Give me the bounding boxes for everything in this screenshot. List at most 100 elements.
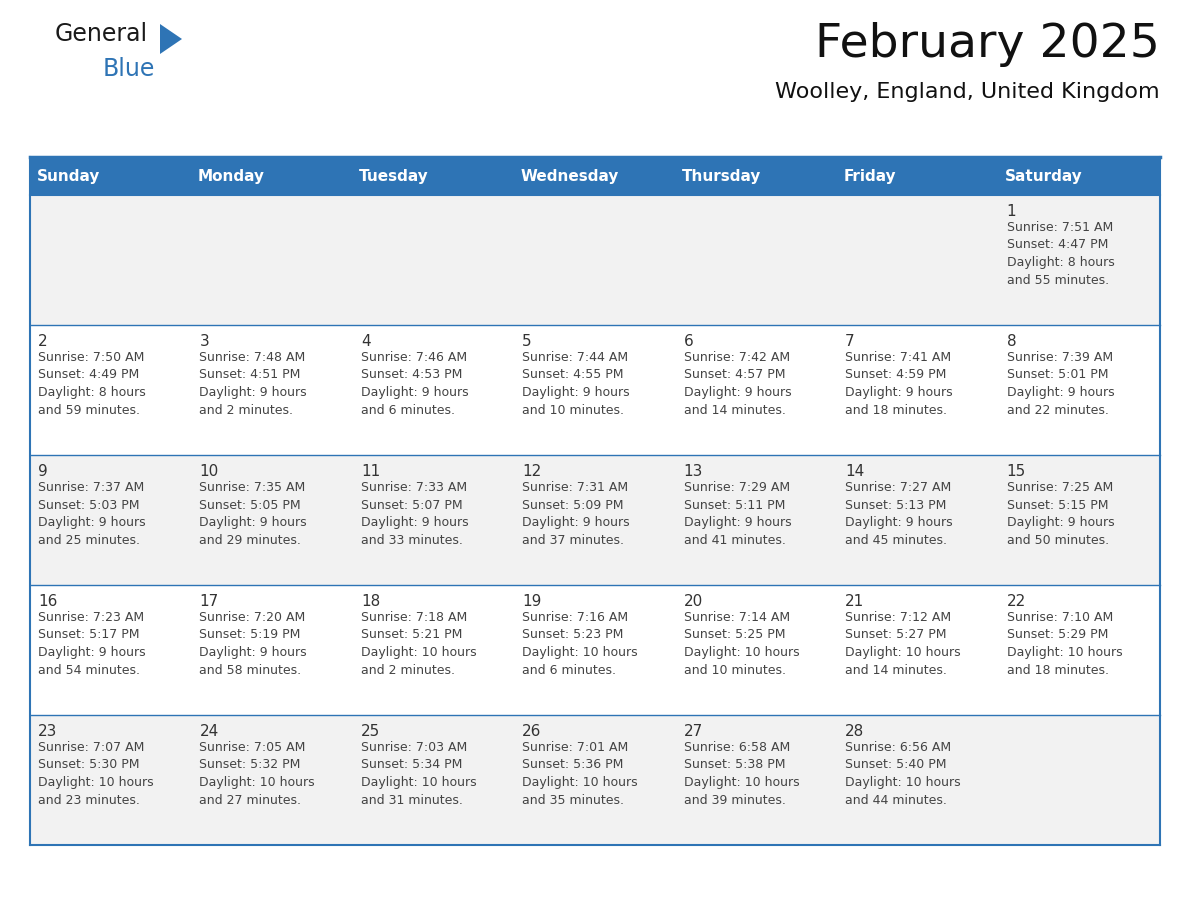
Text: Sunrise: 7:25 AM: Sunrise: 7:25 AM	[1006, 481, 1113, 494]
Text: Daylight: 9 hours: Daylight: 9 hours	[38, 646, 146, 659]
Bar	[30, 157, 1159, 195]
Text: 27: 27	[684, 724, 703, 739]
Bar	[30, 325, 1159, 455]
Text: Daylight: 10 hours: Daylight: 10 hours	[361, 776, 476, 789]
Text: and 2 minutes.: and 2 minutes.	[200, 404, 293, 417]
Text: 12: 12	[523, 464, 542, 479]
Text: Sunset: 5:29 PM: Sunset: 5:29 PM	[1006, 629, 1108, 642]
Text: and 45 minutes.: and 45 minutes.	[845, 533, 947, 546]
Text: Sunset: 5:23 PM: Sunset: 5:23 PM	[523, 629, 624, 642]
Text: and 14 minutes.: and 14 minutes.	[684, 404, 785, 417]
Text: Sunrise: 7:39 AM: Sunrise: 7:39 AM	[1006, 351, 1113, 364]
Text: Daylight: 10 hours: Daylight: 10 hours	[684, 646, 800, 659]
Text: Sunrise: 7:51 AM: Sunrise: 7:51 AM	[1006, 221, 1113, 234]
Text: Daylight: 9 hours: Daylight: 9 hours	[684, 386, 791, 399]
Bar	[30, 715, 1159, 845]
Text: and 59 minutes.: and 59 minutes.	[38, 404, 140, 417]
Text: Daylight: 10 hours: Daylight: 10 hours	[523, 776, 638, 789]
Text: Daylight: 9 hours: Daylight: 9 hours	[523, 516, 630, 529]
Text: 2: 2	[38, 334, 48, 349]
Text: Daylight: 10 hours: Daylight: 10 hours	[38, 776, 153, 789]
Text: 4: 4	[361, 334, 371, 349]
Bar	[30, 195, 1159, 325]
Text: and 44 minutes.: and 44 minutes.	[845, 793, 947, 807]
Text: Sunset: 5:32 PM: Sunset: 5:32 PM	[200, 758, 301, 771]
Text: Daylight: 9 hours: Daylight: 9 hours	[361, 516, 468, 529]
Text: Tuesday: Tuesday	[359, 169, 429, 184]
Text: Sunset: 5:17 PM: Sunset: 5:17 PM	[38, 629, 139, 642]
Text: Sunset: 4:55 PM: Sunset: 4:55 PM	[523, 368, 624, 382]
Text: Sunrise: 7:35 AM: Sunrise: 7:35 AM	[200, 481, 305, 494]
Text: Sunset: 5:40 PM: Sunset: 5:40 PM	[845, 758, 947, 771]
Text: and 31 minutes.: and 31 minutes.	[361, 793, 463, 807]
Text: 20: 20	[684, 594, 703, 609]
Text: Sunset: 5:01 PM: Sunset: 5:01 PM	[1006, 368, 1108, 382]
Text: Daylight: 10 hours: Daylight: 10 hours	[200, 776, 315, 789]
Text: Daylight: 8 hours: Daylight: 8 hours	[38, 386, 146, 399]
Text: and 50 minutes.: and 50 minutes.	[1006, 533, 1108, 546]
Text: Daylight: 10 hours: Daylight: 10 hours	[523, 646, 638, 659]
Text: and 23 minutes.: and 23 minutes.	[38, 793, 140, 807]
Text: Daylight: 9 hours: Daylight: 9 hours	[200, 386, 308, 399]
Text: General: General	[55, 22, 148, 46]
Text: 21: 21	[845, 594, 865, 609]
Text: Daylight: 10 hours: Daylight: 10 hours	[361, 646, 476, 659]
Text: and 33 minutes.: and 33 minutes.	[361, 533, 463, 546]
Text: Woolley, England, United Kingdom: Woolley, England, United Kingdom	[776, 82, 1159, 102]
Text: and 22 minutes.: and 22 minutes.	[1006, 404, 1108, 417]
Text: Sunrise: 7:42 AM: Sunrise: 7:42 AM	[684, 351, 790, 364]
Text: and 55 minutes.: and 55 minutes.	[1006, 274, 1108, 286]
Text: and 54 minutes.: and 54 minutes.	[38, 664, 140, 677]
Text: Daylight: 10 hours: Daylight: 10 hours	[845, 646, 961, 659]
Text: Sunrise: 7:10 AM: Sunrise: 7:10 AM	[1006, 611, 1113, 624]
Text: Daylight: 9 hours: Daylight: 9 hours	[523, 386, 630, 399]
Text: 26: 26	[523, 724, 542, 739]
Text: and 58 minutes.: and 58 minutes.	[200, 664, 302, 677]
Text: Daylight: 9 hours: Daylight: 9 hours	[361, 386, 468, 399]
Text: Sunset: 5:09 PM: Sunset: 5:09 PM	[523, 498, 624, 511]
Text: and 37 minutes.: and 37 minutes.	[523, 533, 625, 546]
Text: Sunrise: 7:23 AM: Sunrise: 7:23 AM	[38, 611, 144, 624]
Text: Daylight: 9 hours: Daylight: 9 hours	[200, 516, 308, 529]
Text: 1: 1	[1006, 204, 1016, 219]
Text: Sunday: Sunday	[37, 169, 100, 184]
Text: Daylight: 9 hours: Daylight: 9 hours	[845, 516, 953, 529]
Text: Sunset: 5:03 PM: Sunset: 5:03 PM	[38, 498, 139, 511]
Text: Sunset: 5:30 PM: Sunset: 5:30 PM	[38, 758, 139, 771]
Text: February 2025: February 2025	[815, 22, 1159, 67]
Text: 15: 15	[1006, 464, 1026, 479]
Text: 7: 7	[845, 334, 855, 349]
Text: Sunrise: 7:01 AM: Sunrise: 7:01 AM	[523, 741, 628, 754]
Text: Sunrise: 7:16 AM: Sunrise: 7:16 AM	[523, 611, 628, 624]
Text: 24: 24	[200, 724, 219, 739]
Text: Sunrise: 7:03 AM: Sunrise: 7:03 AM	[361, 741, 467, 754]
Text: Sunset: 5:25 PM: Sunset: 5:25 PM	[684, 629, 785, 642]
Text: Sunset: 4:49 PM: Sunset: 4:49 PM	[38, 368, 139, 382]
Text: Daylight: 9 hours: Daylight: 9 hours	[200, 646, 308, 659]
Polygon shape	[160, 24, 182, 54]
Text: Sunrise: 7:07 AM: Sunrise: 7:07 AM	[38, 741, 145, 754]
Text: and 35 minutes.: and 35 minutes.	[523, 793, 625, 807]
Text: 22: 22	[1006, 594, 1026, 609]
Text: Thursday: Thursday	[682, 169, 762, 184]
Text: 11: 11	[361, 464, 380, 479]
Text: Daylight: 9 hours: Daylight: 9 hours	[1006, 516, 1114, 529]
Text: and 6 minutes.: and 6 minutes.	[361, 404, 455, 417]
Text: and 2 minutes.: and 2 minutes.	[361, 664, 455, 677]
Text: Daylight: 9 hours: Daylight: 9 hours	[1006, 386, 1114, 399]
Text: Sunrise: 7:33 AM: Sunrise: 7:33 AM	[361, 481, 467, 494]
Text: 28: 28	[845, 724, 865, 739]
Text: Sunset: 4:59 PM: Sunset: 4:59 PM	[845, 368, 947, 382]
Text: and 18 minutes.: and 18 minutes.	[845, 404, 947, 417]
Text: Daylight: 9 hours: Daylight: 9 hours	[684, 516, 791, 529]
Text: Sunset: 5:07 PM: Sunset: 5:07 PM	[361, 498, 462, 511]
Text: 13: 13	[684, 464, 703, 479]
Text: Sunset: 5:38 PM: Sunset: 5:38 PM	[684, 758, 785, 771]
Text: Sunrise: 7:14 AM: Sunrise: 7:14 AM	[684, 611, 790, 624]
Text: and 14 minutes.: and 14 minutes.	[845, 664, 947, 677]
Text: 14: 14	[845, 464, 865, 479]
Bar	[30, 585, 1159, 715]
Text: Monday: Monday	[198, 169, 265, 184]
Text: 19: 19	[523, 594, 542, 609]
Text: Sunrise: 6:58 AM: Sunrise: 6:58 AM	[684, 741, 790, 754]
